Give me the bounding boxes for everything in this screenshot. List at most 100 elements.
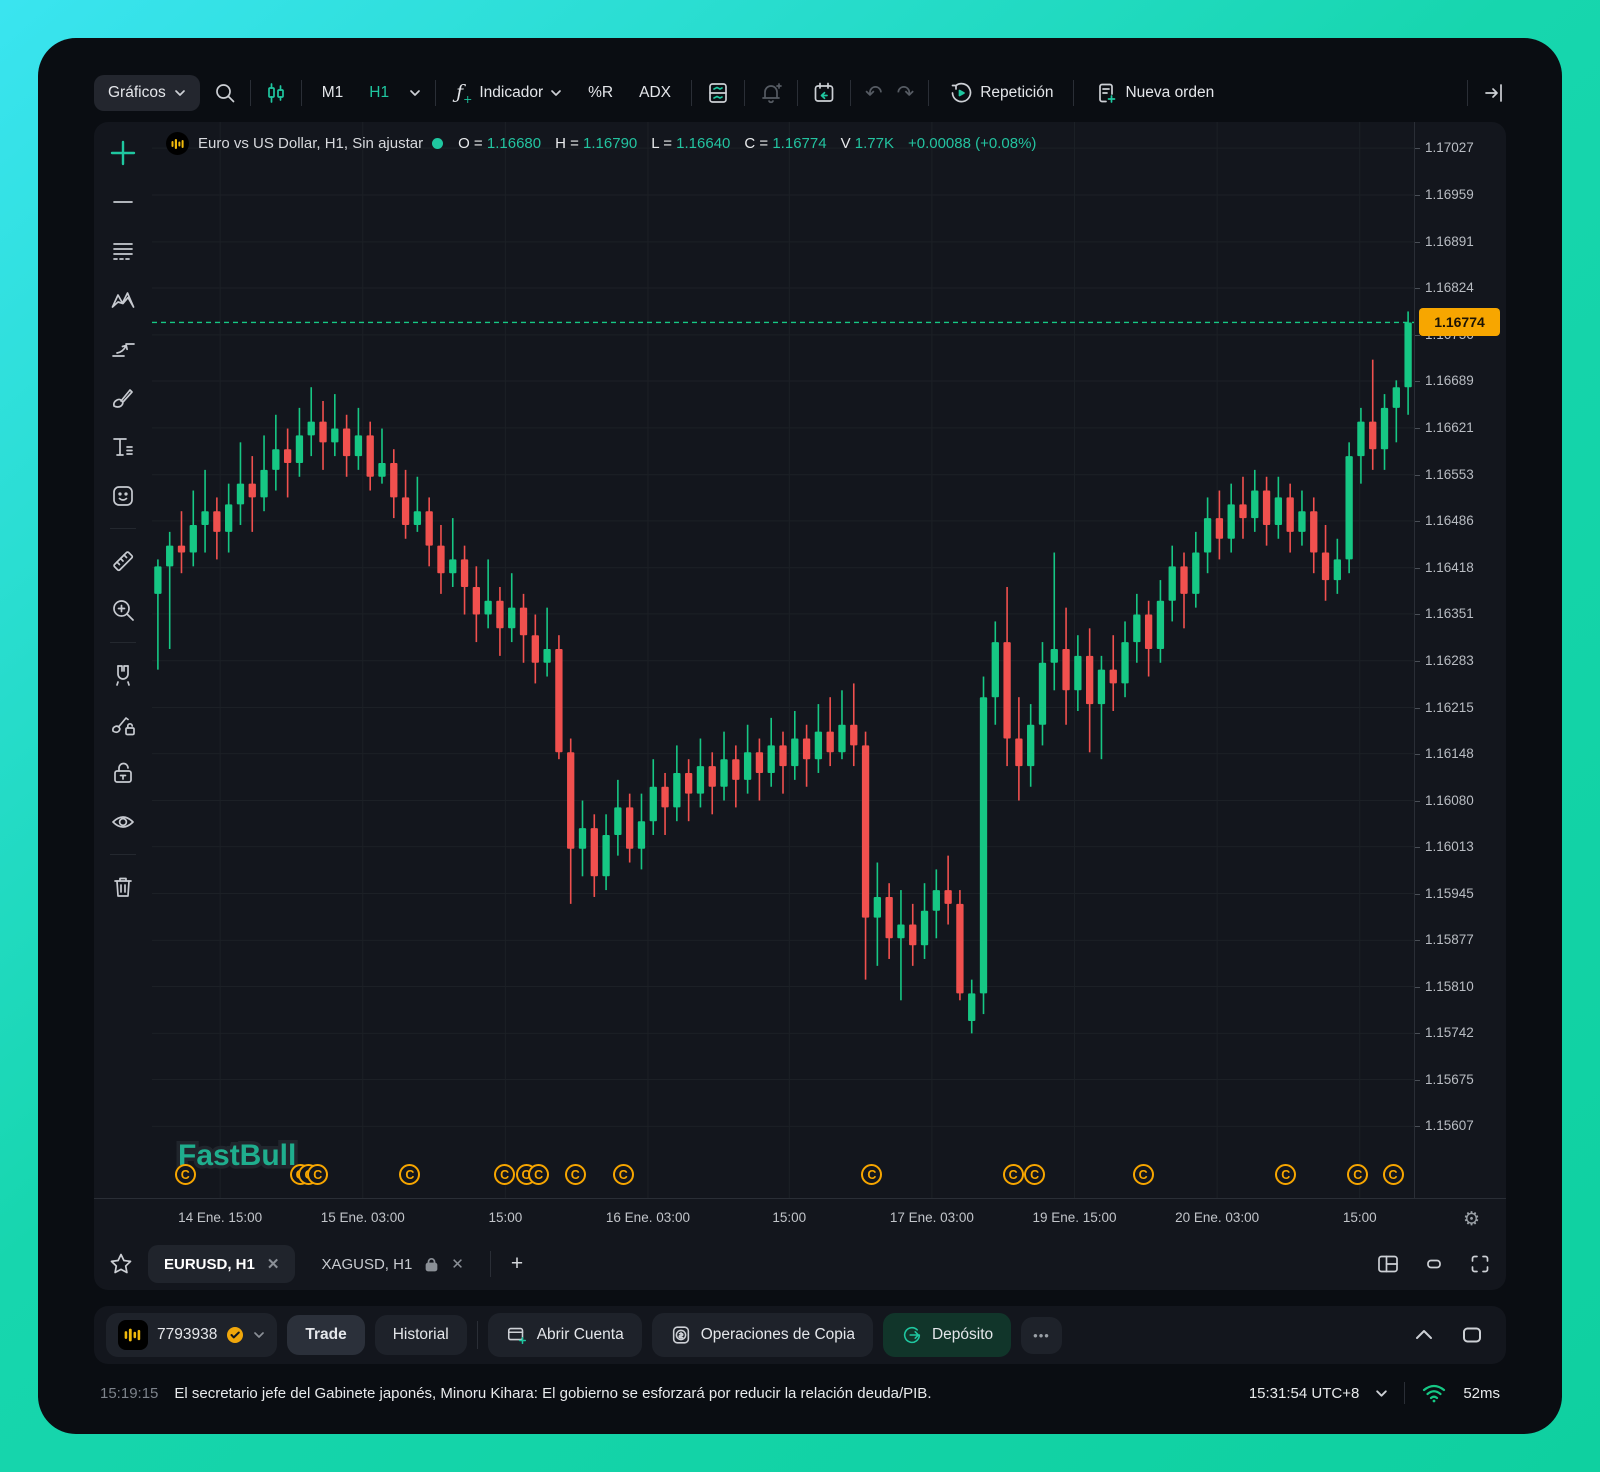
add-chart-tab-icon[interactable]: + [510, 1252, 524, 1275]
calendar-event-marker[interactable]: C [612, 1164, 634, 1185]
indicator-adx-button[interactable]: ADX [639, 84, 671, 101]
candle-body [578, 828, 587, 849]
collapse-panel-icon[interactable] [1482, 81, 1506, 105]
calendar-event-marker[interactable]: C [1275, 1164, 1297, 1185]
calendar-event-marker[interactable]: C [1347, 1164, 1369, 1185]
candle-wick [1395, 380, 1398, 443]
brush-tool-icon[interactable] [106, 381, 140, 415]
calendar-event-marker[interactable]: C [1024, 1164, 1046, 1185]
calendar-event-marker[interactable]: C [1382, 1164, 1404, 1185]
time-axis-label: 16 Ene. 03:00 [605, 1210, 690, 1225]
svg-text:FastBull: FastBull [178, 1139, 296, 1172]
pattern-tool-icon[interactable] [106, 283, 140, 317]
watchlist-star-icon[interactable] [108, 1251, 134, 1277]
change-value: +0.00088 (+0.08%) [907, 135, 1037, 152]
measure-ruler-icon[interactable] [106, 544, 140, 578]
calendar-event-marker[interactable]: C [564, 1164, 586, 1185]
calendar-event-marker[interactable]: C [861, 1164, 883, 1185]
timeframe-chevron-icon[interactable] [409, 87, 421, 99]
alert-bell-icon[interactable] [759, 81, 783, 105]
search-icon[interactable] [214, 82, 236, 104]
economic-calendar-icon[interactable] [812, 81, 836, 105]
history-button[interactable]: Historial [374, 1315, 467, 1355]
calendar-event-marker[interactable]: C [494, 1164, 516, 1185]
tab-close-icon[interactable]: ✕ [451, 1256, 464, 1273]
undo-icon[interactable]: ↶ [864, 81, 883, 105]
calendar-event-marker[interactable]: C [1002, 1164, 1024, 1185]
calendar-event-marker[interactable]: C [1132, 1164, 1154, 1185]
tab-eurusd-label: EURUSD, H1 [164, 1255, 255, 1273]
calendar-event-marker[interactable]: C [399, 1164, 421, 1185]
candle-body [425, 511, 433, 546]
trade-button[interactable]: Trade [287, 1315, 365, 1355]
collapse-tradebar-chevron-icon[interactable] [1412, 1323, 1436, 1347]
price-axis-tick [1415, 148, 1420, 150]
time-axis[interactable]: ⚙ 14 Ene. 15:00 15 Ene. 03:00 15:00 16 Ene.… [94, 1198, 1506, 1238]
chart-settings-gear-icon[interactable]: ⚙ [1462, 1208, 1480, 1230]
tab-xagusd[interactable]: XAGUSD, H1 ✕ [305, 1245, 479, 1283]
hide-drawings-eye-icon[interactable] [106, 805, 140, 839]
lock-all-icon[interactable] [106, 756, 140, 790]
candle-body [791, 738, 799, 767]
price-axis[interactable]: 1.16774 1.17027 1.16959 1.16891 1.16824 1.16… [1414, 122, 1506, 1198]
copy-trading-button[interactable]: Operaciones de Copia [651, 1313, 873, 1357]
time-axis-label: 15:00 [1342, 1210, 1377, 1225]
new-order-button[interactable]: Nueva orden [1088, 75, 1220, 111]
crosshair-plus-icon[interactable] [106, 136, 140, 170]
more-button[interactable]: ••• [1021, 1316, 1062, 1354]
expand-tradebar-icon[interactable] [1460, 1323, 1484, 1347]
price-axis-label: 1.16013 [1425, 838, 1474, 854]
toolbar-divider [435, 80, 437, 106]
fullscreen-icon[interactable] [1468, 1252, 1492, 1276]
minimize-window-icon[interactable] [1422, 1252, 1446, 1276]
charts-menu-button[interactable]: Gráficos [94, 75, 200, 111]
candle-body [236, 483, 245, 505]
multichart-layout-icon[interactable] [1376, 1252, 1400, 1276]
trend-line-tool-icon[interactable] [106, 185, 140, 219]
candle-body [1050, 648, 1058, 663]
emoji-tool-icon[interactable] [106, 479, 140, 513]
chart-templates-icon[interactable] [706, 81, 730, 105]
symbol-title[interactable]: Euro vs US Dollar, H1, Sin ajustar [198, 135, 424, 152]
deposit-button[interactable]: Depósito [882, 1313, 1012, 1357]
open-account-button[interactable]: Abrir Cuenta [487, 1313, 642, 1357]
price-axis-tick [1415, 1079, 1420, 1081]
tab-eurusd[interactable]: EURUSD, H1 ✕ [148, 1245, 296, 1283]
drawing-lock-icon[interactable] [106, 707, 140, 741]
fib-retracement-tool-icon[interactable] [106, 234, 140, 268]
text-tool-icon[interactable] [106, 430, 140, 464]
candle-body [1015, 738, 1023, 767]
candle-body [401, 497, 410, 525]
indicator-button[interactable]: ƒ+ Indicador [450, 75, 568, 112]
delete-drawings-trash-icon[interactable] [106, 870, 140, 904]
candle-body [1109, 669, 1117, 684]
timeframe-m1-button[interactable]: M1 [321, 84, 344, 101]
candlestick-chart [152, 122, 1414, 1198]
forecast-tool-icon[interactable] [106, 332, 140, 366]
chart-plot-area[interactable]: Euro vs US Dollar, H1, Sin ajustar O = 1… [152, 122, 1414, 1198]
candle-body [590, 828, 598, 877]
indicator-label: Indicador [479, 83, 544, 101]
candle-body [968, 993, 976, 1021]
tab-xagusd-label: XAGUSD, H1 [321, 1255, 413, 1273]
timeframe-h1-button[interactable]: H1 [369, 84, 390, 101]
magnet-icon[interactable] [106, 658, 140, 692]
news-ticker-text[interactable]: El secretario jefe del Gabinete japonés,… [174, 1384, 932, 1402]
price-axis-label: 1.16959 [1425, 187, 1474, 203]
candle-body [177, 545, 186, 553]
replay-button[interactable]: Repetición [943, 75, 1059, 111]
indicator-wpr-button[interactable]: %R [588, 84, 614, 101]
calendar-event-marker[interactable]: C [528, 1164, 550, 1185]
zoom-in-icon[interactable] [106, 593, 140, 627]
candle-body [1321, 552, 1330, 581]
candlestick-style-icon[interactable] [265, 82, 287, 104]
verified-badge-icon [226, 1326, 244, 1344]
calendar-event-marker[interactable]: C [174, 1164, 196, 1185]
candle-body [838, 724, 846, 753]
account-selector[interactable]: 7793938 [106, 1313, 278, 1357]
redo-icon[interactable]: ↷ [896, 81, 915, 105]
tab-close-icon[interactable]: ✕ [266, 1256, 280, 1273]
clock-chevron-icon[interactable] [1375, 1387, 1388, 1400]
candle-body [673, 772, 681, 808]
calendar-event-marker[interactable]: C [307, 1164, 329, 1185]
